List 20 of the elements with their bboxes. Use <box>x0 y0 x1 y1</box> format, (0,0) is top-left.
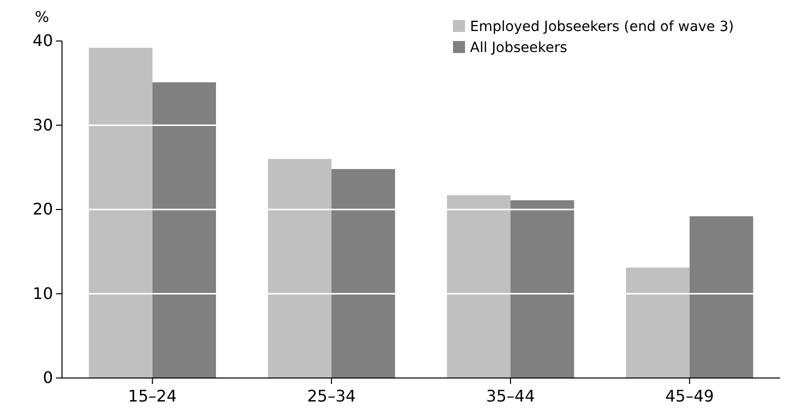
bar <box>510 200 574 378</box>
x-tick-label: 45–49 <box>665 386 714 406</box>
x-tick-label: 35–44 <box>486 386 535 406</box>
bar <box>446 195 511 378</box>
x-tick-label: 25–34 <box>307 386 356 406</box>
bar <box>331 169 396 378</box>
bar <box>626 268 690 378</box>
bar <box>690 216 754 378</box>
y-tick-label: 40 <box>32 31 53 50</box>
y-tick-label: 10 <box>32 284 53 303</box>
bar <box>268 158 332 378</box>
y-tick-label: 30 <box>32 115 53 134</box>
y-axis-title: % <box>34 8 50 26</box>
legend-label: Employed Jobseekers (end of wave 3) <box>470 19 734 35</box>
x-tick-label: 15–24 <box>128 386 177 406</box>
legend-label: All Jobseekers <box>470 40 568 56</box>
bar <box>88 48 152 378</box>
bar <box>152 82 216 378</box>
y-tick-label: 20 <box>32 200 53 219</box>
y-tick-label: 0 <box>42 368 53 388</box>
